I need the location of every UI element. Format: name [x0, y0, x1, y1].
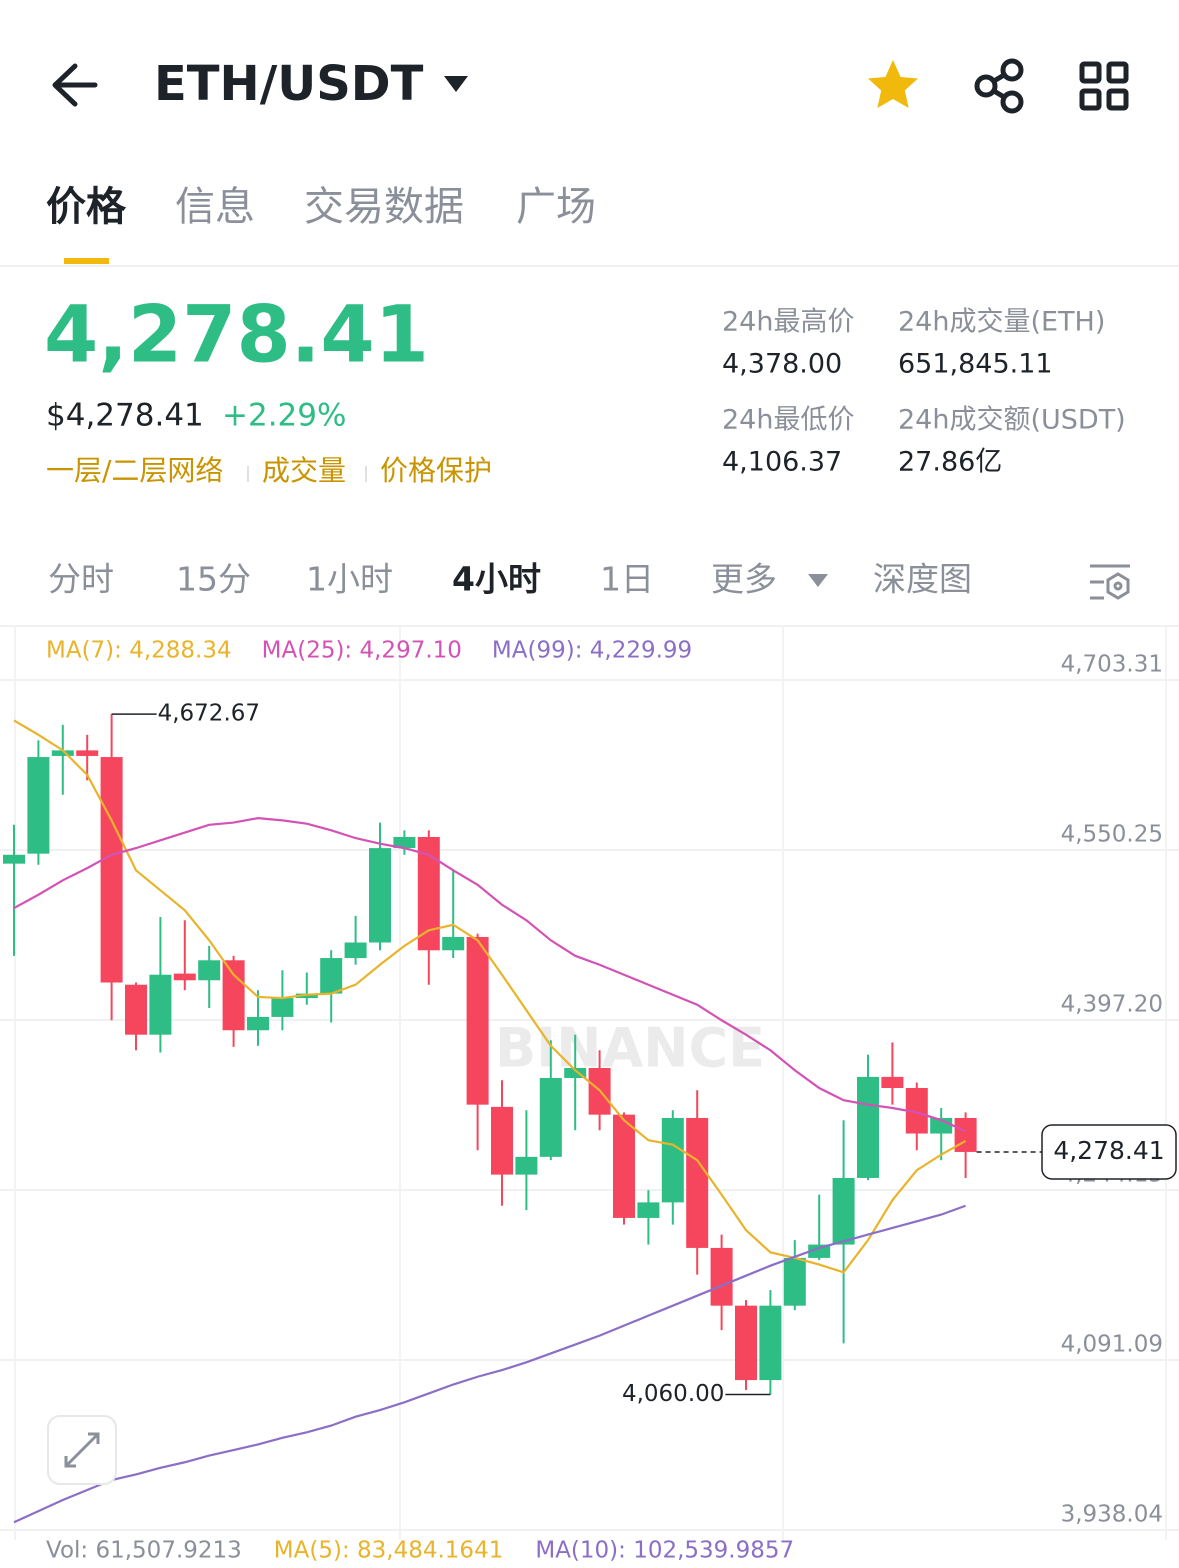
ma-line: [13, 817, 967, 1133]
tab[interactable]: 价格: [46, 184, 127, 230]
candle-body: [27, 757, 50, 854]
watermark: BINANCE: [495, 1017, 765, 1080]
candle-body: [344, 942, 367, 959]
candle-body: [515, 1156, 538, 1175]
y-tick-label: 4,091.09: [1061, 1331, 1163, 1357]
ma-line: [13, 719, 967, 1274]
usd-price: $4,278.41: [46, 398, 204, 434]
candle-body: [149, 974, 172, 1035]
y-tick-label: 4,703.31: [1061, 652, 1163, 678]
candle-body: [759, 1305, 782, 1381]
favorite-star[interactable]: [868, 60, 918, 108]
y-tick-label: 4,550.25: [1061, 822, 1163, 848]
candle-body: [125, 984, 147, 1035]
expand-icon: [64, 1432, 100, 1468]
annotation-label: 4,060.00: [622, 1381, 724, 1407]
tab[interactable]: 交易数据: [304, 184, 464, 230]
legend-entry: MA(7): 4,288.34: [46, 638, 232, 664]
candle-body: [710, 1247, 733, 1306]
candle-body: [686, 1117, 709, 1248]
candle-body: [442, 936, 465, 951]
candle-body: [295, 993, 318, 999]
back-button[interactable]: [52, 63, 98, 107]
candle-body: [3, 854, 25, 864]
candle-body: [905, 1087, 928, 1134]
candle-body: [491, 1106, 513, 1175]
candle-body: [783, 1257, 806, 1306]
stat-label: 24h成交额(USDT): [898, 405, 1126, 436]
legend-entry: MA(25): 4,297.10: [262, 638, 462, 664]
candle-body: [76, 750, 99, 756]
tag[interactable]: 价格保护: [380, 454, 492, 487]
ma-line: [13, 1204, 966, 1524]
stat-value: 4,106.37: [722, 447, 842, 478]
candle-body: [564, 1068, 587, 1079]
candle-body: [173, 973, 196, 981]
candle-body: [198, 960, 221, 981]
stat-value: 651,845.11: [898, 349, 1053, 380]
interval[interactable]: 15分: [176, 560, 251, 599]
candle-body: [881, 1076, 904, 1088]
candle-body: [661, 1117, 684, 1203]
candle-body: [637, 1202, 660, 1218]
candle-body: [247, 1016, 269, 1031]
interval[interactable]: 1日: [600, 560, 654, 599]
candle-body: [222, 960, 245, 1031]
stat-label: 24h最高价: [722, 307, 854, 338]
last-price-box: [1041, 1124, 1177, 1180]
volume-legend: MA(5): 83,484.1641: [274, 1538, 504, 1564]
candle-body: [369, 848, 391, 943]
vertical-grid: [14, 626, 1167, 1540]
grid-menu[interactable]: [1079, 61, 1129, 111]
more-dropdown[interactable]: [808, 574, 828, 587]
candle-body: [613, 1114, 635, 1218]
candle-body: [417, 837, 440, 951]
candle-body: [393, 837, 416, 849]
interval[interactable]: 1小时: [306, 560, 393, 599]
candle-body: [320, 958, 343, 994]
interval[interactable]: 更多: [711, 560, 777, 599]
candle-body: [832, 1177, 855, 1245]
tag[interactable]: 一层/二层网络: [46, 454, 223, 487]
candle-body: [51, 750, 74, 756]
stat-value: 27.86亿: [898, 447, 1002, 478]
candle-body: [100, 757, 123, 983]
candle-body: [954, 1117, 977, 1152]
candle-body: [466, 936, 489, 1105]
candle-body: [271, 998, 294, 1017]
tab[interactable]: 信息: [175, 184, 255, 230]
stat-label: 24h最低价: [722, 405, 854, 436]
chart: BINANCE4,703.314,550.254,397.204,244.154…: [0, 638, 1179, 1531]
y-tick-label: 4,397.20: [1061, 992, 1163, 1018]
tag[interactable]: 成交量: [262, 454, 346, 487]
interval[interactable]: 分时: [48, 560, 114, 599]
stat-label: 24h成交量(ETH): [898, 307, 1105, 338]
candle-body: [808, 1244, 831, 1258]
price-change: +2.29%: [222, 398, 346, 434]
volume-legend: MA(10): 102,539.9857: [535, 1538, 794, 1564]
last-price: 4,278.41: [44, 290, 429, 380]
share-button[interactable]: [974, 58, 1024, 114]
volume-legend: Vol: 61,507.9213: [46, 1538, 242, 1564]
last-price-label: 4,278.41: [1053, 1136, 1164, 1165]
annotation-label: 4,672.67: [158, 701, 260, 727]
interval[interactable]: 4小时: [452, 560, 541, 599]
y-tick-label: 3,938.04: [1061, 1501, 1163, 1527]
candle-body: [539, 1078, 562, 1157]
stat-value: 4,378.00: [722, 349, 842, 380]
interval[interactable]: 深度图: [873, 560, 972, 599]
candle-body: [735, 1305, 757, 1381]
tab-indicator: [64, 258, 109, 264]
pair-title[interactable]: ETH/USDT: [154, 56, 424, 112]
legend-entry: MA(99): 4,229.99: [492, 638, 692, 664]
chart-settings[interactable]: [1090, 564, 1130, 600]
candle-body: [857, 1076, 879, 1178]
pair-dropdown[interactable]: [444, 76, 468, 92]
tab[interactable]: 广场: [516, 184, 596, 230]
